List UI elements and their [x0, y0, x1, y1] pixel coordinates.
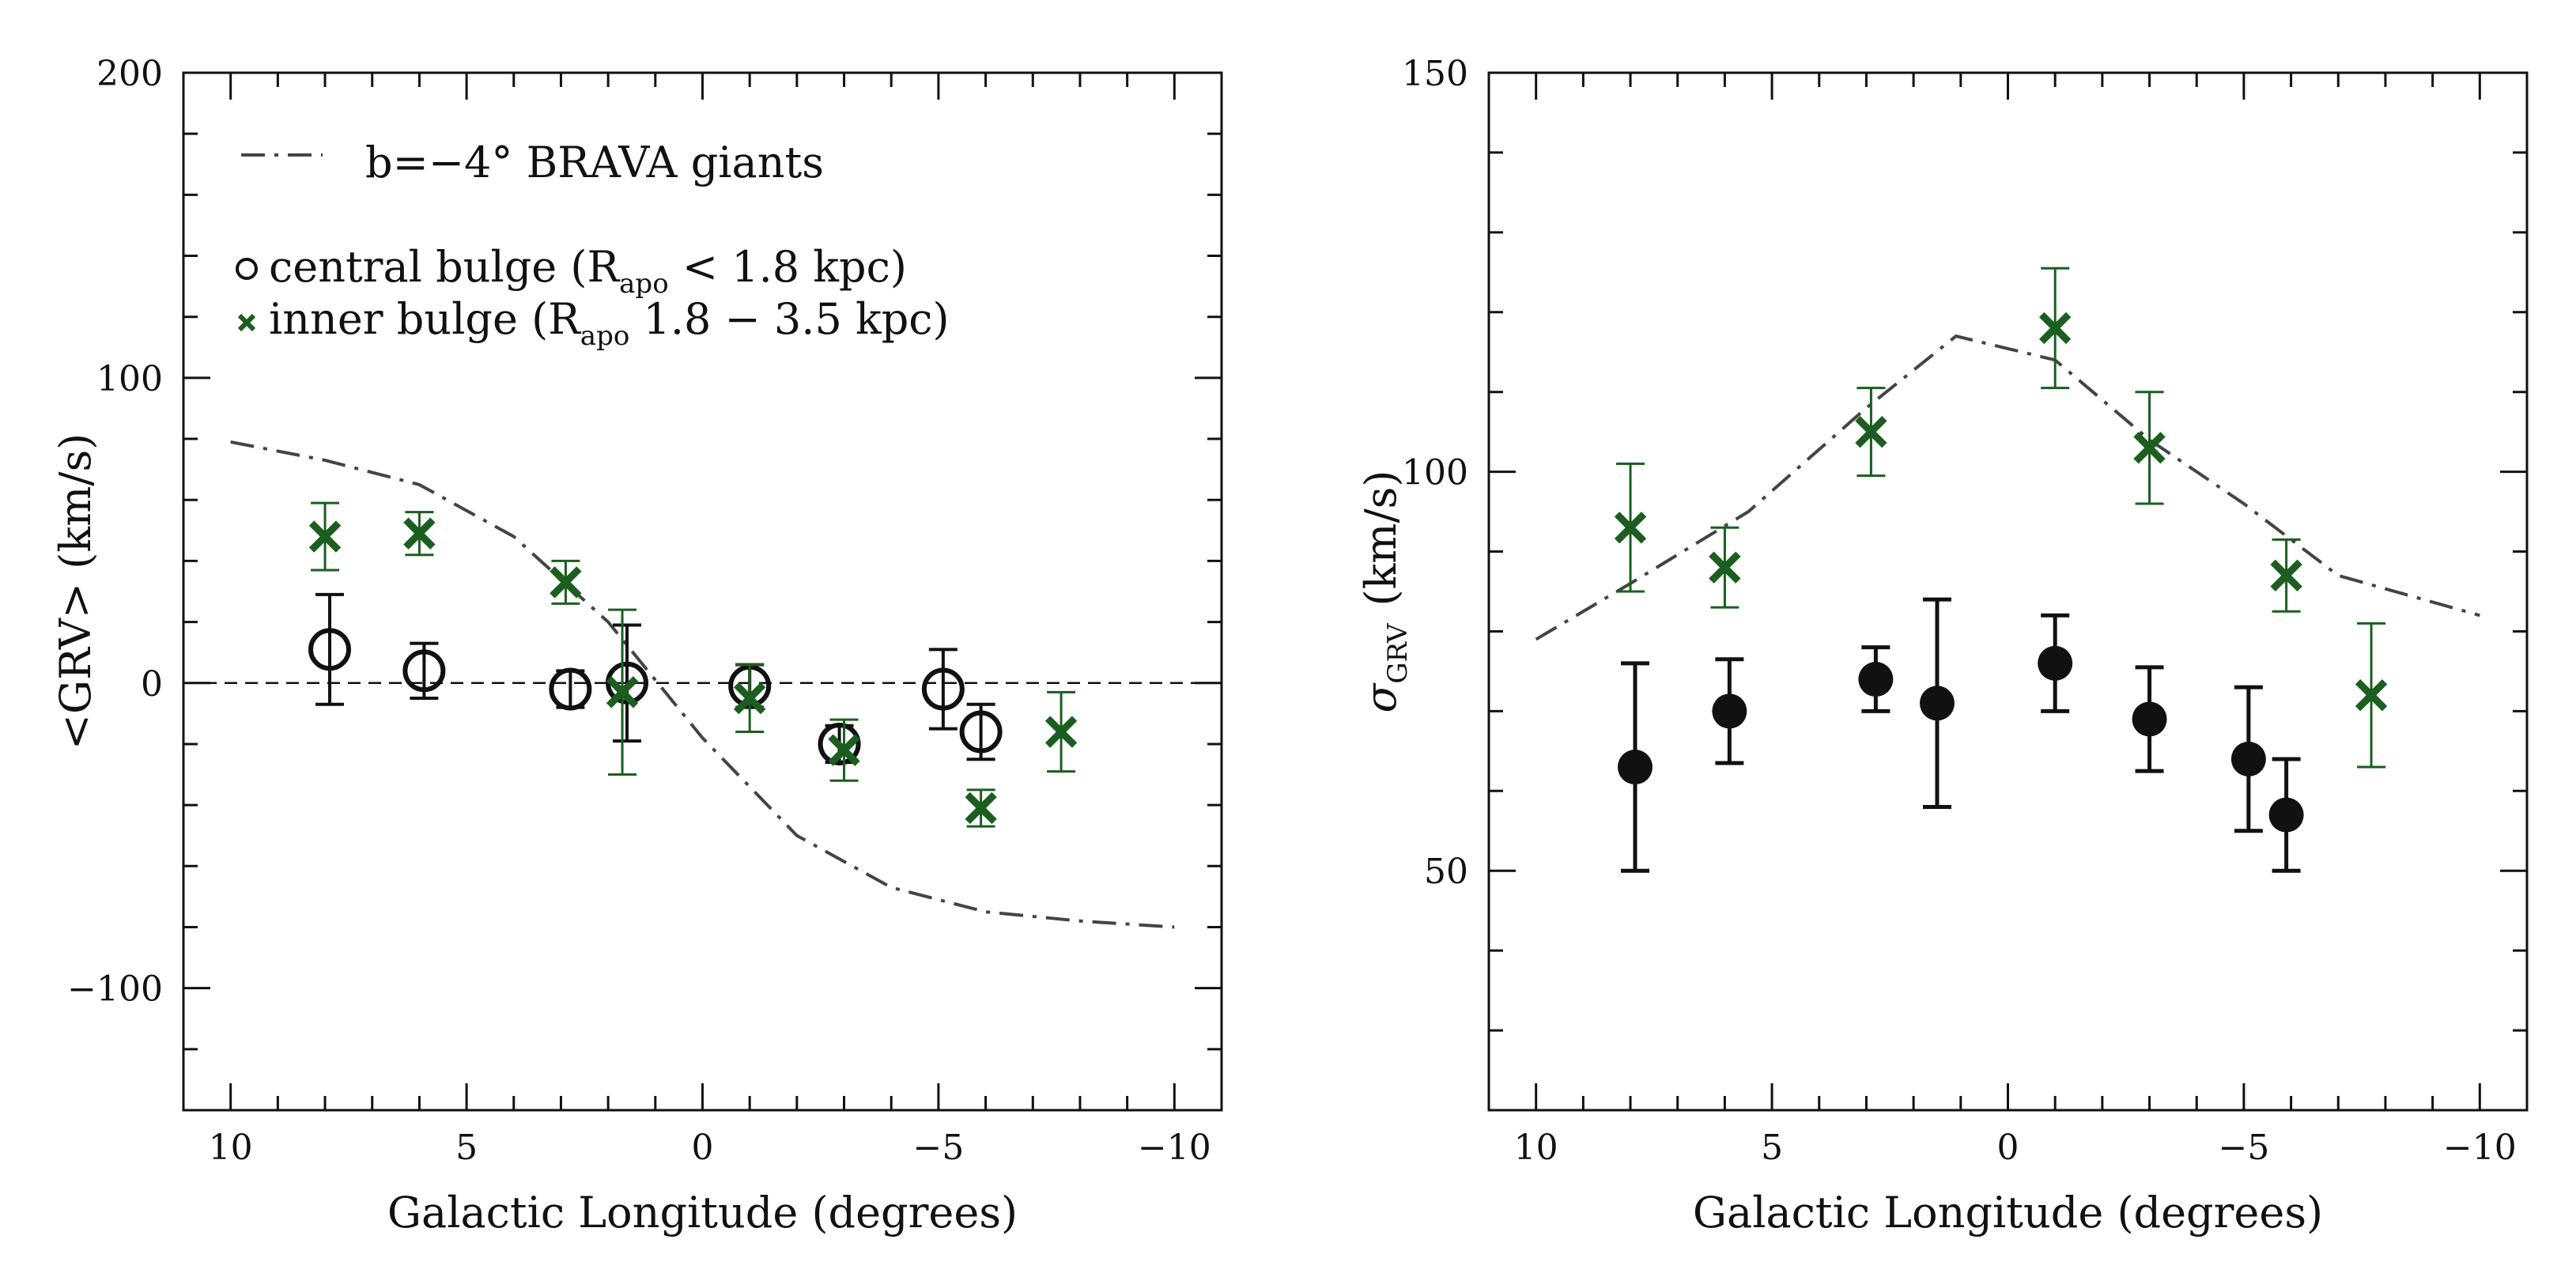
left-axis-ticks	[182, 71, 1223, 1112]
x-tick-label: −5	[912, 1128, 964, 1168]
y-tick-label: 0	[141, 664, 163, 705]
central-bulge-point	[2038, 645, 2073, 681]
left-tick-labels: 10 5 0 −5 −10 −100 0 100 200	[67, 54, 1211, 1168]
y-tick-label: 100	[96, 359, 163, 399]
central-bulge-point	[959, 710, 1003, 754]
y-tick-label: 200	[96, 54, 163, 94]
x-tick-label: −10	[1138, 1128, 1211, 1168]
right-data-marks	[1535, 266, 2480, 873]
inner-bulge-point	[403, 517, 436, 550]
legend-central-label: central bulge (Rapo < 1.8 kpc)	[269, 242, 907, 300]
inner-bulge-point	[828, 734, 860, 766]
central-bulge-point	[606, 661, 649, 705]
inner-bulge-point-stroke-b	[1855, 415, 1887, 448]
central-bulge-point	[2132, 701, 2167, 737]
left-y-axis-label: <GRV> (km/s)	[51, 433, 100, 750]
inner-bulge-point-stroke-b	[2355, 679, 2388, 712]
central-bulge-point	[549, 667, 592, 711]
right-x-axis-label: Galactic Longitude (degrees)	[1693, 1188, 2323, 1237]
inner-bulge-point-stroke-b	[965, 792, 997, 825]
central-bulge-point	[308, 628, 352, 671]
left-plot-frame	[182, 71, 1223, 1112]
central-bulge-point	[1919, 686, 1955, 721]
brava-model-line	[1535, 334, 2480, 641]
central-bulge-point	[1618, 750, 1653, 785]
inner-bulge-point	[1855, 415, 1887, 448]
inner-bulge-point-stroke-b	[550, 566, 582, 599]
y-tick-label: 150	[1402, 54, 1468, 94]
inner-bulge-point	[550, 566, 582, 599]
x-tick-label: 10	[1514, 1128, 1558, 1168]
left-panel: 10 5 0 −5 −10 −100 0 100 200 b=−4° BRAVA giants …	[51, 54, 1223, 1237]
y-tick-label: −100	[67, 969, 163, 1010]
inner-bulge-point	[606, 676, 639, 708]
x-tick-label: 5	[455, 1128, 478, 1168]
legend-inner-label: inner bulge (Rapo 1.8 − 3.5 kpc)	[269, 294, 950, 352]
legend-inner-marker-stroke-b	[237, 313, 256, 332]
inner-bulge-point	[1044, 716, 1078, 748]
inner-bulge-point	[2038, 312, 2072, 345]
x-tick-label: 0	[1997, 1128, 2019, 1168]
inner-bulge-point-stroke-b	[606, 676, 639, 708]
central-bulge-errorbar	[315, 592, 345, 706]
central-bulge-point	[1858, 662, 1894, 697]
brava-model-line	[230, 440, 1175, 929]
inner-bulge-point	[2355, 679, 2388, 712]
x-tick-label: 5	[1761, 1128, 1783, 1168]
central-bulge-point	[1712, 693, 1747, 729]
inner-bulge-point-stroke-b	[2038, 312, 2072, 345]
inner-bulge-point-stroke-b	[403, 517, 436, 550]
central-bulge-point	[818, 722, 861, 765]
inner-bulge-point-stroke-b	[2133, 432, 2166, 464]
inner-bulge-point-stroke-b	[1709, 551, 1741, 584]
left-x-axis-label: Galactic Longitude (degrees)	[387, 1188, 1018, 1237]
central-bulge-point	[2230, 741, 2266, 776]
x-tick-label: −5	[2218, 1128, 2269, 1168]
inner-bulge-point-stroke-b	[733, 682, 766, 715]
y-tick-label: 50	[1424, 852, 1468, 892]
left-data-marks	[183, 440, 1222, 929]
legend-model-label: b=−4° BRAVA giants	[365, 138, 824, 187]
x-tick-label: −10	[2443, 1128, 2517, 1168]
x-tick-label: 10	[209, 1128, 253, 1168]
x-tick-label: 0	[692, 1128, 714, 1168]
central-bulge-point	[2268, 797, 2304, 833]
inner-bulge-point	[1709, 551, 1741, 584]
inner-bulge-point	[2270, 559, 2302, 591]
inner-bulge-point	[308, 520, 342, 553]
legend-central-swatch	[236, 258, 258, 280]
y-tick-label: 100	[1402, 453, 1468, 493]
central-bulge-errorbar	[928, 648, 958, 731]
central-bulge-point	[402, 649, 446, 693]
inner-bulge-point-stroke-b	[828, 734, 860, 766]
right-axis-ticks	[1487, 71, 2529, 1112]
inner-bulge-point-stroke-b	[308, 520, 342, 553]
legend-inner-swatch	[237, 313, 256, 332]
central-bulge-point	[921, 667, 965, 711]
inner-bulge-point-stroke-b	[1044, 716, 1078, 748]
legend-inner-marker	[237, 313, 256, 332]
inner-bulge-point	[965, 792, 997, 825]
inner-bulge-point	[2133, 432, 2166, 464]
inner-bulge-point	[733, 682, 766, 715]
inner-bulge-point-stroke-b	[1614, 512, 1647, 544]
inner-bulge-point	[1614, 512, 1647, 544]
right-y-axis-label: σGRV(km/s)	[1356, 470, 1414, 713]
inner-bulge-point-stroke-b	[2270, 559, 2302, 591]
legend: b=−4° BRAVA giants central bulge (Rapo <…	[236, 138, 950, 352]
